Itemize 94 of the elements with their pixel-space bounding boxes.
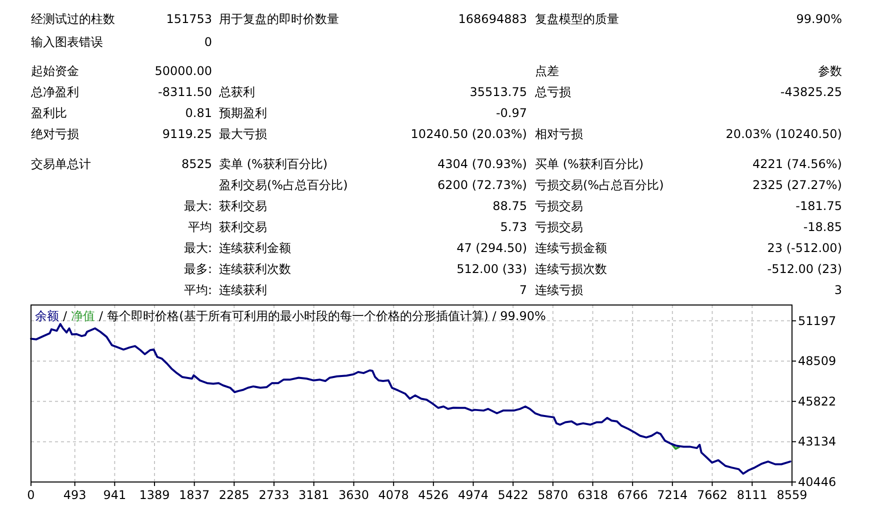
text: 连续亏损次数 bbox=[535, 262, 607, 276]
text: 47 (294.50) bbox=[456, 241, 527, 255]
x-tick-label: 5422 bbox=[498, 488, 528, 502]
chart-subtitle: 每个即时价格(基于所有可利用的最小时段的每一个价格的分形插值计算) / 99.90% bbox=[107, 309, 546, 323]
x-tick-label: 1837 bbox=[179, 488, 210, 502]
x-tick-label: 5870 bbox=[538, 488, 568, 502]
text: 输入图表错误 bbox=[31, 35, 103, 49]
text: 亏损交易 bbox=[535, 220, 583, 234]
text: 88.75 bbox=[492, 199, 527, 213]
x-tick-label: 0 bbox=[27, 488, 35, 502]
text: 23 (-512.00) bbox=[767, 241, 842, 255]
x-tick-label: 6766 bbox=[617, 488, 648, 502]
y-tick-label: 40446 bbox=[798, 475, 836, 489]
text: 连续亏损 bbox=[535, 283, 583, 297]
text: 4221 (74.56%) bbox=[752, 157, 842, 171]
text: -43825.25 bbox=[780, 85, 842, 99]
text: 获利交易 bbox=[219, 199, 267, 213]
x-tick-label: 8559 bbox=[776, 488, 808, 502]
x-tick-label: 7662 bbox=[696, 488, 728, 502]
x-tick-label: 8111 bbox=[736, 488, 768, 502]
text: 相对亏损 bbox=[535, 127, 583, 141]
text: 亏损交易 bbox=[535, 199, 583, 213]
text: 参数 bbox=[818, 64, 842, 78]
text: 2325 (27.27%) bbox=[752, 178, 842, 192]
text: 35513.75 bbox=[470, 85, 527, 99]
text: -18.85 bbox=[803, 220, 842, 234]
x-tick-label: 4078 bbox=[378, 488, 409, 502]
x-tick-label: 2733 bbox=[258, 488, 290, 502]
text: 最大: bbox=[184, 241, 212, 255]
y-tick-label: 48509 bbox=[798, 354, 836, 368]
y-tick-label: 43134 bbox=[798, 434, 836, 449]
text: 绝对亏损 bbox=[31, 127, 79, 141]
x-tick-label: 3630 bbox=[338, 488, 370, 502]
text: 连续获利 bbox=[219, 283, 267, 297]
text: 最大亏损 bbox=[219, 127, 267, 141]
series-label: 余额 bbox=[35, 309, 59, 323]
text: -0.97 bbox=[496, 106, 527, 120]
text: 0 bbox=[204, 35, 212, 49]
text: 7 bbox=[519, 283, 527, 297]
text: 经测试过的柱数 bbox=[31, 12, 115, 26]
text: 0.81 bbox=[185, 106, 212, 120]
text: 亏损交易(%占总百分比) bbox=[535, 178, 664, 192]
y-tick-label: 51197 bbox=[798, 314, 836, 328]
x-tick-label: 493 bbox=[63, 488, 86, 502]
text: 10240.50 (20.03%) bbox=[410, 127, 527, 141]
text: 盈利交易(%占总百分比) bbox=[219, 178, 348, 192]
text: 总净盈利 bbox=[30, 85, 79, 99]
annotation: / bbox=[99, 309, 104, 323]
x-tick-label: 1389 bbox=[139, 488, 170, 502]
text: 平均 bbox=[188, 220, 212, 234]
text: 复盘模型的质量 bbox=[535, 12, 619, 26]
text: 最多: bbox=[184, 262, 212, 276]
text: 获利交易 bbox=[219, 220, 267, 234]
text: 卖单 (%获利百分比) bbox=[219, 157, 328, 171]
text: 5.73 bbox=[500, 220, 527, 234]
annotation: / bbox=[63, 309, 68, 323]
text: 净值 bbox=[71, 309, 96, 323]
text: 交易单总计 bbox=[31, 157, 91, 171]
text: 平均: bbox=[184, 283, 212, 297]
line-series bbox=[30, 323, 792, 475]
text: 总获利 bbox=[218, 85, 255, 99]
text: 连续获利次数 bbox=[219, 262, 291, 276]
x-tick-label: 6318 bbox=[577, 488, 608, 502]
text: 最大: bbox=[184, 199, 212, 213]
text: -181.75 bbox=[796, 199, 842, 213]
text: 9119.25 bbox=[162, 127, 212, 141]
text: 99.90% bbox=[796, 12, 842, 26]
text: 买单 (%获利百分比) bbox=[535, 157, 644, 171]
text: 50000.00 bbox=[154, 64, 212, 78]
y-tick-label: 45822 bbox=[798, 394, 836, 408]
text: 用于复盘的即时价数量 bbox=[219, 12, 339, 26]
text: 连续亏损金额 bbox=[535, 241, 607, 255]
text: 151753 bbox=[166, 12, 212, 26]
text: 预期盈利 bbox=[219, 106, 267, 120]
text: 512.00 (33) bbox=[456, 262, 527, 276]
x-tick-label: 2285 bbox=[218, 488, 250, 502]
text: -512.00 (23) bbox=[767, 262, 842, 276]
text: 20.03% (10240.50) bbox=[726, 127, 842, 141]
text: 168694883 bbox=[458, 12, 527, 26]
text: 4304 (70.93%) bbox=[438, 157, 527, 171]
text: -8311.50 bbox=[158, 85, 212, 99]
x-tick-label: 941 bbox=[103, 488, 126, 502]
text: 3 bbox=[834, 283, 842, 297]
text: 起始资金 bbox=[31, 64, 79, 78]
text: 连续获利金额 bbox=[219, 241, 291, 255]
text: 点差 bbox=[535, 64, 559, 78]
text: 盈利比 bbox=[31, 106, 67, 120]
x-tick-label: 3181 bbox=[298, 488, 330, 502]
x-tick-label: 4974 bbox=[458, 488, 489, 502]
text: 6200 (72.73%) bbox=[438, 178, 527, 192]
x-tick-label: 4526 bbox=[418, 488, 449, 502]
text: 总亏损 bbox=[534, 85, 571, 99]
text: 8525 bbox=[181, 157, 212, 171]
x-tick-label: 7214 bbox=[657, 488, 688, 502]
